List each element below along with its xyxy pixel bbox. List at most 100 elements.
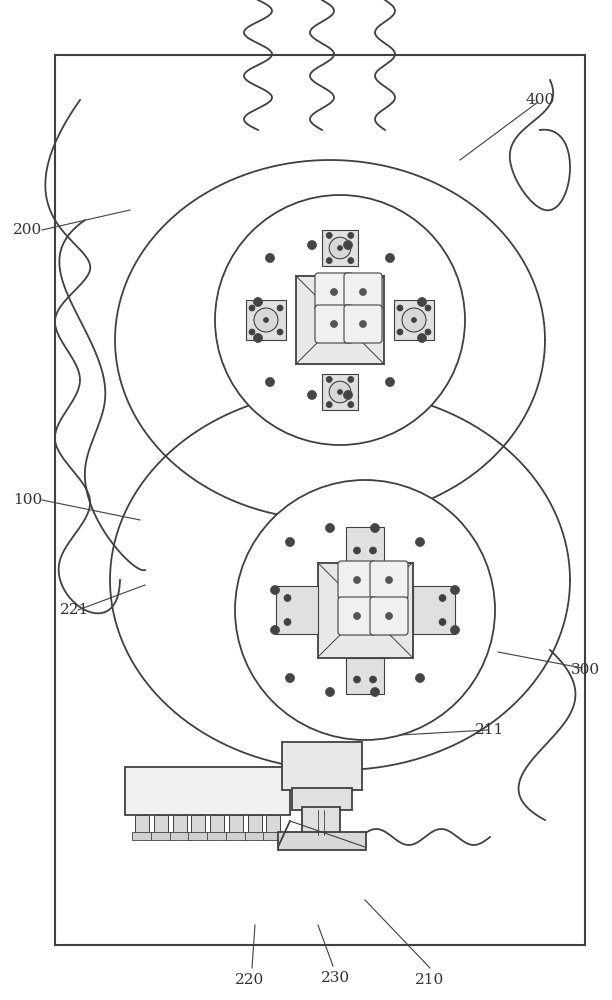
Circle shape <box>253 334 263 342</box>
FancyBboxPatch shape <box>315 305 353 343</box>
Circle shape <box>348 402 354 408</box>
Circle shape <box>425 329 431 335</box>
Circle shape <box>326 376 332 382</box>
Circle shape <box>326 688 335 696</box>
Bar <box>278 832 366 850</box>
Bar <box>151 832 171 840</box>
Circle shape <box>348 258 354 264</box>
Circle shape <box>343 240 353 249</box>
Bar <box>135 815 149 833</box>
Circle shape <box>450 626 460 635</box>
Circle shape <box>348 376 354 382</box>
Bar <box>263 832 283 840</box>
Text: 100: 100 <box>13 493 43 507</box>
Bar <box>191 815 205 833</box>
Circle shape <box>277 329 283 335</box>
Circle shape <box>253 298 263 306</box>
Bar <box>173 815 187 833</box>
Circle shape <box>266 253 275 262</box>
Circle shape <box>264 318 269 322</box>
Circle shape <box>330 320 337 328</box>
Circle shape <box>411 318 417 322</box>
Bar <box>275 586 318 634</box>
Circle shape <box>266 377 275 386</box>
Bar <box>302 807 340 835</box>
Circle shape <box>354 576 360 584</box>
Circle shape <box>326 402 332 408</box>
Bar <box>266 815 280 833</box>
Bar <box>245 832 264 840</box>
Circle shape <box>307 390 316 399</box>
Text: 200: 200 <box>13 223 43 237</box>
Circle shape <box>249 329 255 335</box>
FancyBboxPatch shape <box>338 597 376 635</box>
Circle shape <box>439 594 446 601</box>
Bar <box>210 815 224 833</box>
Circle shape <box>254 308 278 332</box>
Circle shape <box>416 674 425 682</box>
Bar <box>246 300 286 340</box>
Text: 211: 211 <box>476 723 505 737</box>
Circle shape <box>370 524 379 532</box>
Text: 300: 300 <box>570 663 600 677</box>
Circle shape <box>416 538 425 546</box>
Circle shape <box>330 288 337 296</box>
Circle shape <box>425 305 431 311</box>
Circle shape <box>284 594 291 601</box>
Circle shape <box>397 329 403 335</box>
FancyBboxPatch shape <box>344 305 382 343</box>
Circle shape <box>249 305 255 311</box>
Circle shape <box>386 377 395 386</box>
Bar <box>292 788 352 810</box>
Bar <box>322 374 358 410</box>
Bar <box>132 832 152 840</box>
Circle shape <box>397 305 403 311</box>
Circle shape <box>286 538 294 546</box>
Bar <box>247 815 261 833</box>
Text: 210: 210 <box>416 973 445 987</box>
Circle shape <box>370 676 376 683</box>
FancyBboxPatch shape <box>370 561 408 599</box>
Circle shape <box>386 612 392 619</box>
Circle shape <box>307 240 316 249</box>
Text: 400: 400 <box>525 93 554 107</box>
Circle shape <box>354 547 360 554</box>
Circle shape <box>337 389 343 394</box>
Circle shape <box>326 258 332 264</box>
Circle shape <box>386 576 392 584</box>
Bar <box>346 526 384 562</box>
FancyBboxPatch shape <box>344 273 382 311</box>
Circle shape <box>439 618 446 626</box>
Circle shape <box>417 334 427 342</box>
Circle shape <box>386 253 395 262</box>
Bar <box>318 562 412 658</box>
Text: 221: 221 <box>61 603 89 617</box>
FancyBboxPatch shape <box>338 561 376 599</box>
FancyBboxPatch shape <box>315 273 353 311</box>
Circle shape <box>359 288 367 296</box>
Circle shape <box>370 547 376 554</box>
Circle shape <box>329 237 351 259</box>
Circle shape <box>354 612 360 619</box>
Circle shape <box>284 618 291 626</box>
Circle shape <box>450 585 460 594</box>
Circle shape <box>354 676 360 683</box>
Bar <box>229 815 243 833</box>
Bar <box>55 55 585 945</box>
Circle shape <box>402 308 426 332</box>
Circle shape <box>326 524 335 532</box>
Circle shape <box>271 585 280 594</box>
Circle shape <box>277 305 283 311</box>
Circle shape <box>329 381 351 403</box>
Circle shape <box>215 195 465 445</box>
Text: 230: 230 <box>321 971 349 985</box>
Circle shape <box>348 232 354 238</box>
Circle shape <box>370 688 379 696</box>
Bar <box>188 832 208 840</box>
Bar <box>282 742 362 790</box>
Circle shape <box>326 232 332 238</box>
Circle shape <box>286 674 294 682</box>
Bar <box>412 586 455 634</box>
Circle shape <box>235 480 495 740</box>
Circle shape <box>343 390 353 399</box>
